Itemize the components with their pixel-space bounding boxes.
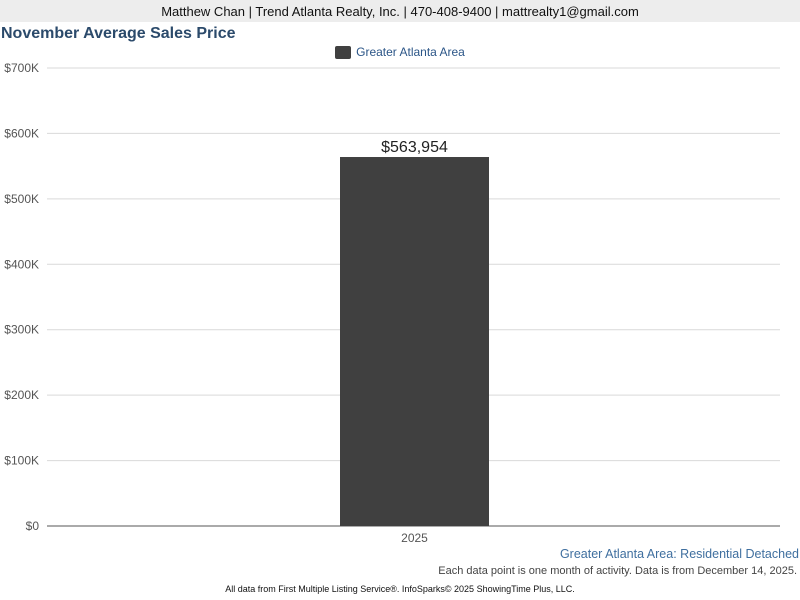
bar-data-label: $563,954: [381, 139, 448, 156]
data-source-label: Greater Atlanta Area: Residential Detach…: [559, 547, 799, 561]
y-tick-label: $500K: [4, 192, 39, 206]
data-note: Each data point is one month of activity…: [438, 565, 797, 577]
y-tick-label: $300K: [4, 323, 39, 337]
y-tick-label: $600K: [4, 126, 39, 140]
x-tick-label: 2025: [401, 531, 428, 545]
legend[interactable]: Greater Atlanta Area: [0, 45, 800, 59]
y-tick-label: $200K: [4, 388, 39, 402]
chart-title: November Average Sales Price: [1, 25, 236, 42]
bar: [340, 157, 489, 527]
y-tick-label: $400K: [4, 257, 39, 271]
contact-header: Matthew Chan | Trend Atlanta Realty, Inc…: [0, 0, 800, 22]
y-tick-label: $0: [26, 519, 40, 533]
y-tick-label: $700K: [4, 61, 39, 75]
contact-text: Matthew Chan | Trend Atlanta Realty, Inc…: [161, 3, 639, 19]
data-credit: All data from First Multiple Listing Ser…: [225, 584, 575, 594]
legend-swatch: [335, 45, 352, 59]
y-tick-label: $100K: [4, 454, 39, 468]
legend-label: Greater Atlanta Area: [356, 45, 465, 59]
